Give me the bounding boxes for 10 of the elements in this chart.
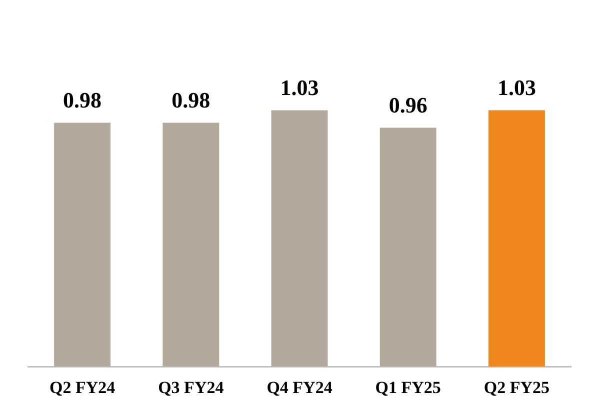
x-tick-label: Q1 FY25: [375, 378, 441, 398]
data-label: 0.98: [63, 87, 102, 112]
x-tick-label: Q4 FY24: [266, 378, 333, 398]
x-tick-label: Q3 FY24: [158, 378, 224, 398]
data-label: 0.96: [388, 92, 428, 118]
data-label: 1.03: [280, 74, 319, 100]
x-tick-label: Q2 FY24: [49, 378, 116, 398]
data-label: 0.98: [172, 87, 210, 112]
x-tick-label: Q2 FY25: [484, 378, 550, 398]
data-label: 1.03: [497, 74, 536, 100]
